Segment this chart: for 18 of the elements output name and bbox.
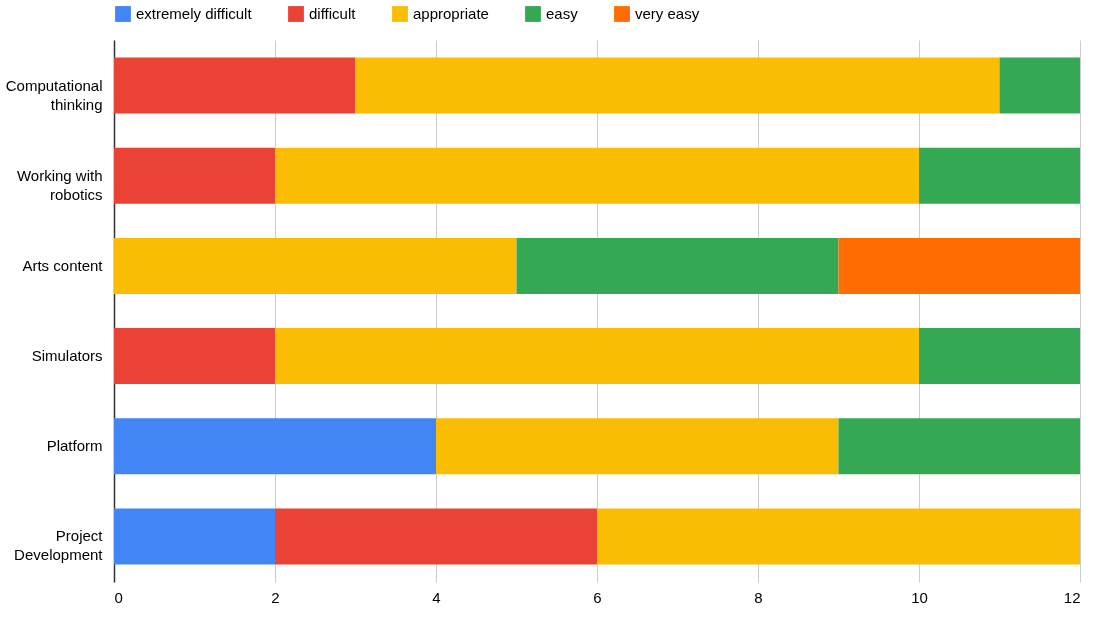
x-tick-label: 6 <box>593 588 602 606</box>
y-tick-label: Computational thinking <box>5 76 103 113</box>
legend-label: extremely difficult <box>136 5 253 22</box>
legend-label: easy <box>546 5 579 22</box>
x-tick-label: 2 <box>271 588 280 606</box>
y-tick-label: Platform <box>46 437 103 455</box>
x-tick-label: 4 <box>432 588 441 606</box>
y-tick-label: Arts content <box>22 256 104 274</box>
x-tick-label: 10 <box>911 588 928 606</box>
y-tick-label: Working with robotics <box>16 166 103 203</box>
legend-label: very easy <box>635 5 700 22</box>
y-tick-label: Project Development <box>14 527 104 564</box>
x-tick-label: 8 <box>754 588 763 606</box>
y-tick-label: Simulators <box>31 347 103 365</box>
x-tick-label: 12 <box>1063 588 1081 606</box>
x-tick-label: 0 <box>114 588 123 606</box>
legend-label: appropriate <box>413 5 489 22</box>
legend-label: difficult <box>309 5 357 22</box>
